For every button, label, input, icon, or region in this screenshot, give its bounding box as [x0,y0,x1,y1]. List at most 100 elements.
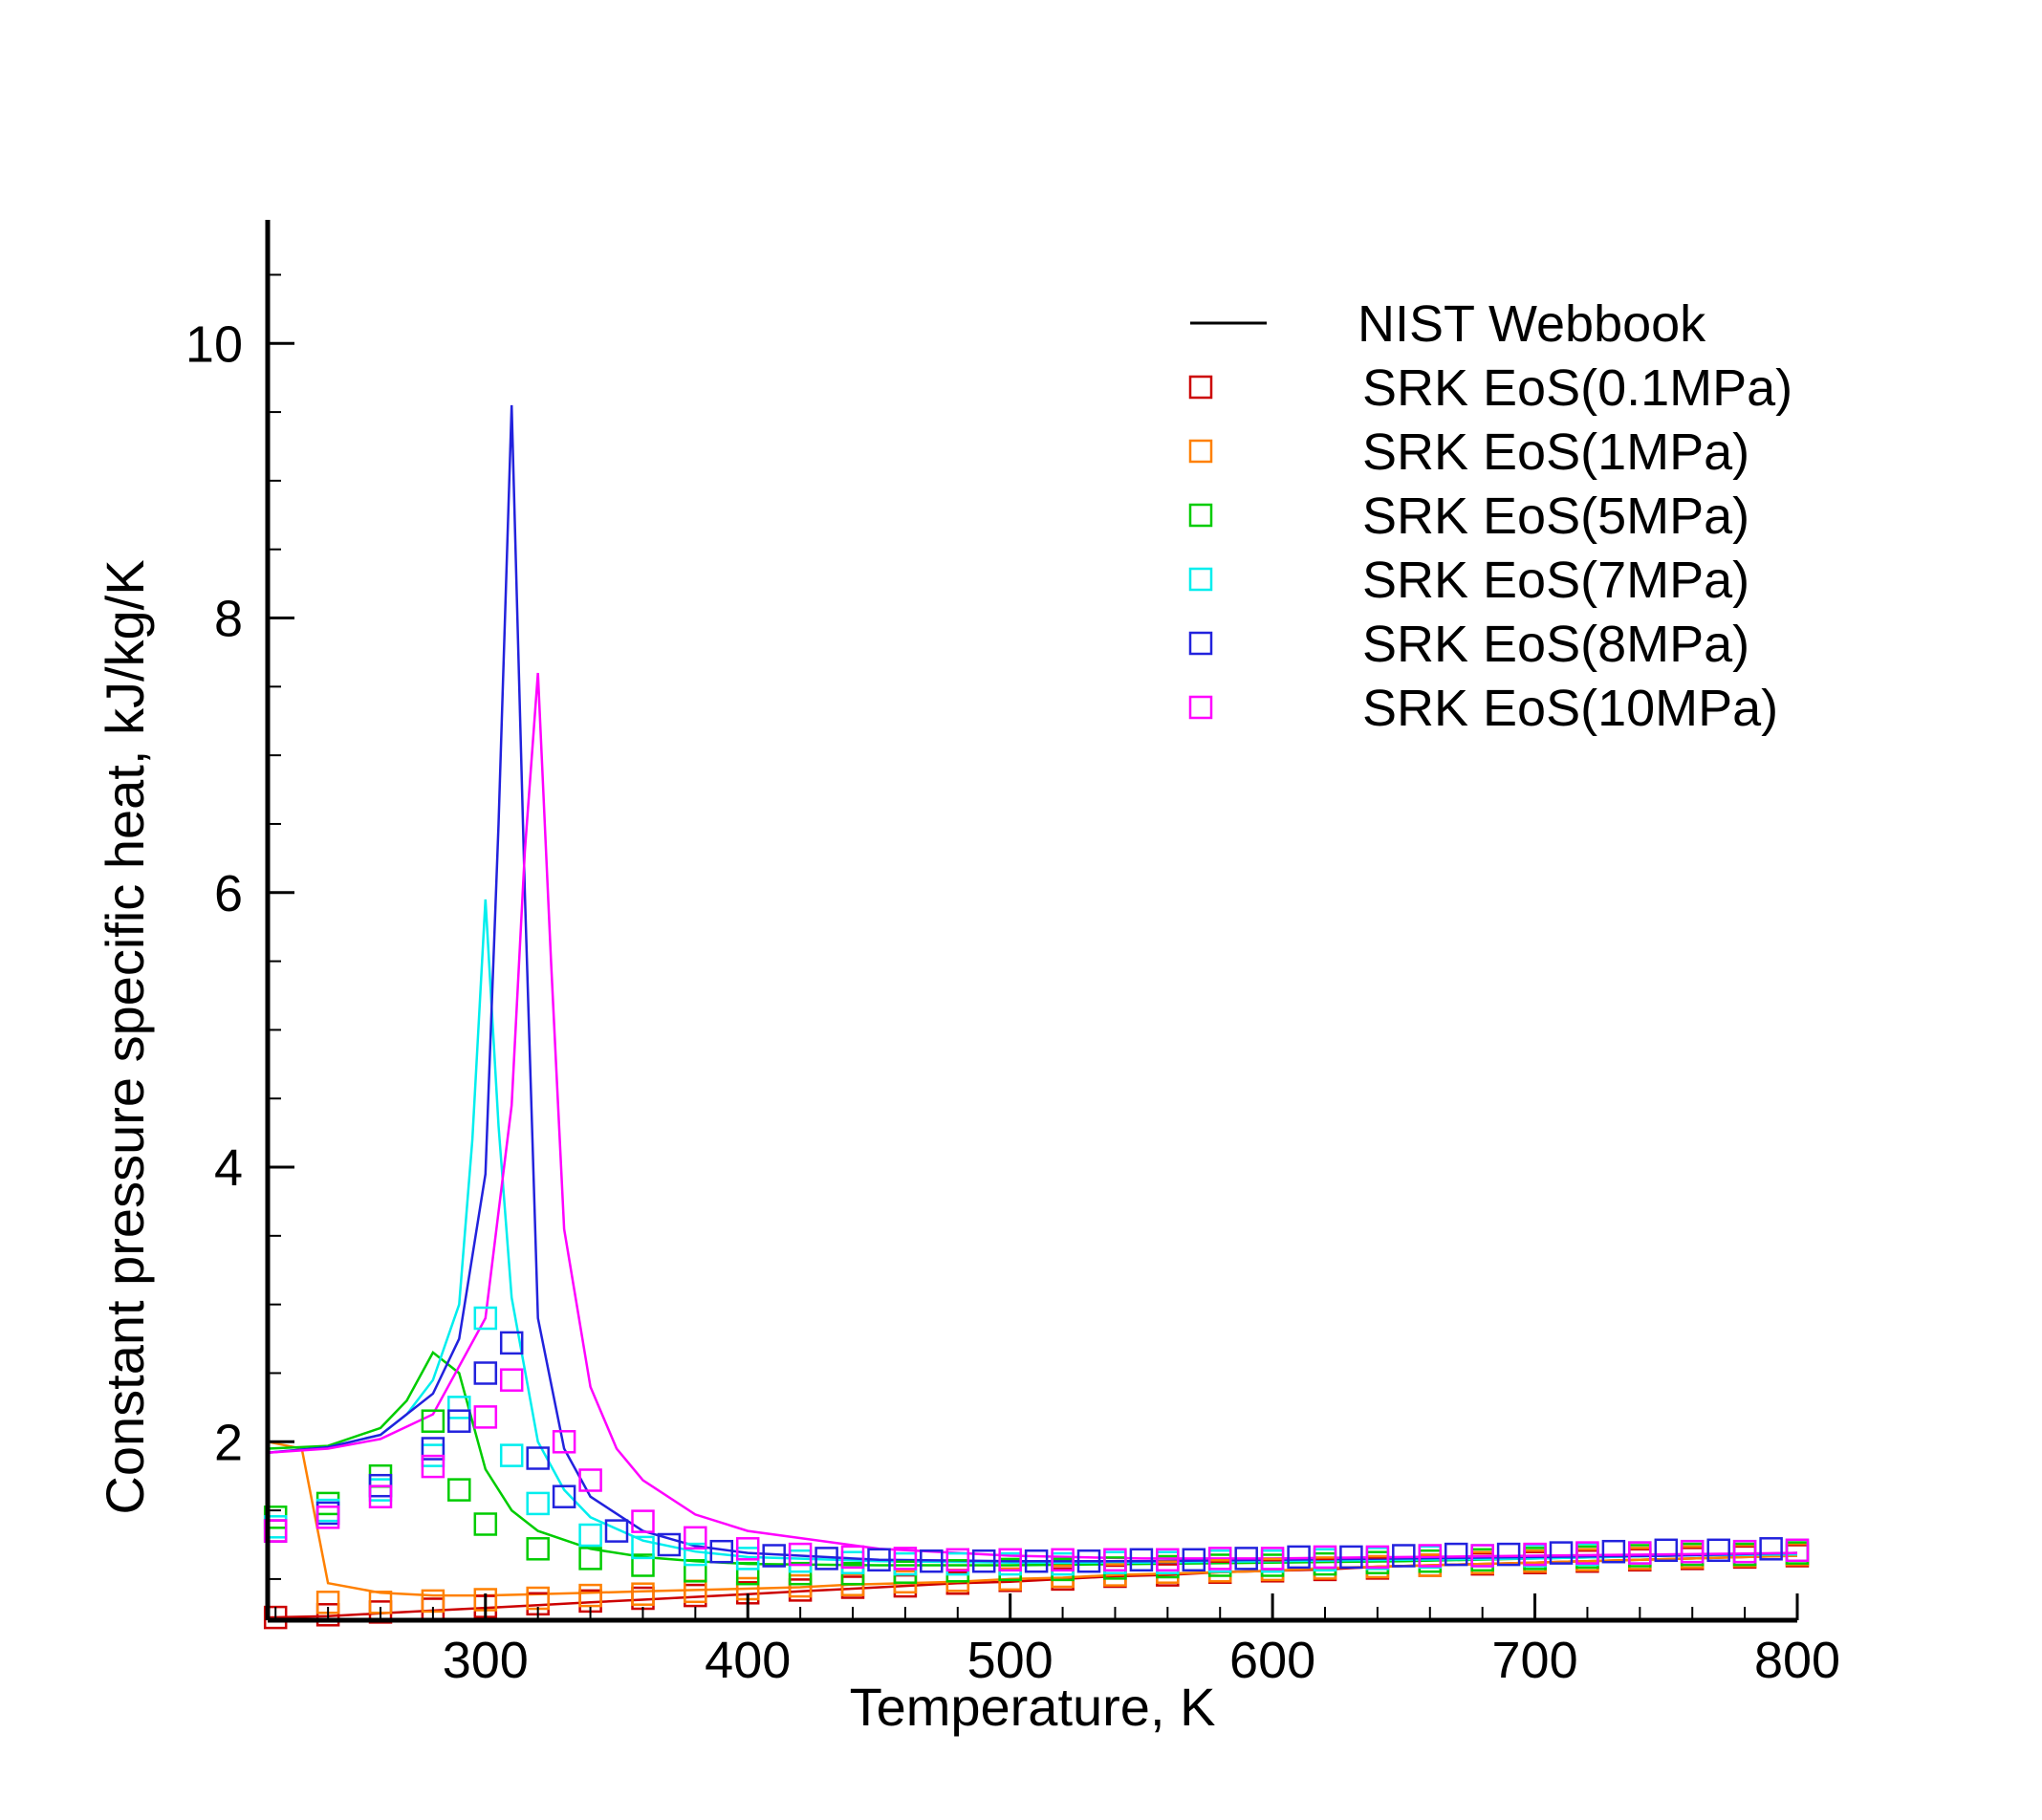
legend-label: SRK EoS(10MPa) [1362,680,1778,737]
y-axis-label: Constant pressure specific heat, kJ/kg/K [95,559,155,1514]
data-point [578,1583,602,1608]
data-point [473,1512,498,1536]
data-point [684,1526,707,1550]
legend-marker-swatch [1188,631,1213,656]
data-point [526,1537,550,1561]
data-point [709,1539,734,1564]
y-tick-label: 2 [214,1414,243,1471]
data-point [971,1549,996,1573]
data-point [1418,1544,1443,1568]
y-tick-label: 8 [214,591,243,648]
data-point [1287,1545,1311,1570]
legend-marker-swatch [1188,375,1213,400]
data-point [631,1582,655,1606]
data-point [552,1484,576,1508]
data-point [1470,1544,1494,1568]
data-point [499,1368,524,1392]
data-point [1313,1545,1337,1570]
data-point [1365,1545,1390,1570]
data-point [1549,1541,1574,1565]
x-axis-label: Temperature, K [850,1677,1216,1737]
data-point [788,1549,813,1573]
data-point [1444,1542,1468,1567]
data-point [1076,1549,1101,1573]
data-point [1024,1549,1049,1573]
data-point [684,1559,707,1583]
data-point [1207,1547,1232,1571]
data-point [578,1523,602,1548]
data-point [473,1405,498,1429]
data-point [1680,1539,1705,1564]
y-tick-label: 4 [214,1139,243,1197]
data-point [263,1519,288,1543]
data-point [998,1548,1022,1572]
data-point [893,1547,918,1571]
data-point [788,1542,813,1567]
data-point [840,1545,865,1570]
data-point [815,1547,838,1571]
data-point [920,1549,944,1573]
legend-label: SRK EoS(8MPa) [1362,616,1749,673]
data-point [578,1547,602,1571]
data-point [1156,1548,1180,1572]
data-point [499,1443,524,1467]
data-point [1103,1548,1127,1572]
data-point [1601,1539,1626,1564]
data-point [1732,1539,1757,1564]
data-point [473,1361,498,1385]
data-point [788,1573,813,1598]
data-point [1706,1538,1730,1563]
legend: NIST Webbook SRK EoS(0.1MPa) SRK EoS(1MPa)… [1188,295,1792,737]
y-tick-label: 10 [185,315,243,373]
data-point [1182,1548,1206,1572]
plot-area [263,404,1810,1630]
data-point [421,1454,445,1479]
legend-marker-swatch [1188,695,1213,720]
data-point [684,1542,707,1567]
data-point [552,1430,576,1454]
data-point [1575,1541,1599,1565]
x-tick-label: 500 [967,1632,1054,1689]
data-point [421,1437,445,1461]
x-tick-label: 300 [443,1632,529,1689]
data-point [631,1509,655,1533]
data-point [1339,1545,1363,1570]
data-point [762,1544,786,1568]
data-point [499,1331,524,1355]
data-point [735,1537,760,1561]
data-point [1051,1548,1075,1572]
data-point [945,1548,970,1572]
data-point [315,1506,340,1529]
data-point [631,1553,655,1577]
data-point [604,1519,629,1543]
data-point [1759,1537,1783,1561]
data-point [631,1535,655,1560]
y-tick-label: 6 [214,865,243,922]
legend-marker-swatch [1188,439,1213,464]
data-point [1785,1538,1810,1563]
data-point [1234,1547,1258,1571]
data-point [788,1561,813,1586]
legend-label: NIST Webbook [1358,295,1706,353]
data-point [421,1409,445,1433]
data-point [1628,1541,1652,1565]
x-tick-label: 800 [1754,1632,1840,1689]
data-point [368,1484,393,1508]
data-point [578,1468,602,1492]
series-line-3 [267,899,1798,1564]
data-point [447,1396,471,1419]
data-point [867,1548,891,1572]
x-tick-label: 600 [1229,1632,1315,1689]
legend-marker-swatch [1188,567,1213,592]
legend-marker-swatch [1188,503,1213,528]
legend-label: SRK EoS(7MPa) [1362,552,1749,609]
data-point [735,1561,760,1586]
data-point [1129,1548,1154,1572]
data-point [447,1409,471,1433]
data-point [657,1532,682,1557]
data-point [1260,1547,1285,1571]
axes: 300 400 500 600 700 800 2 4 6 8 10 [185,220,1840,1689]
data-point [526,1446,550,1470]
